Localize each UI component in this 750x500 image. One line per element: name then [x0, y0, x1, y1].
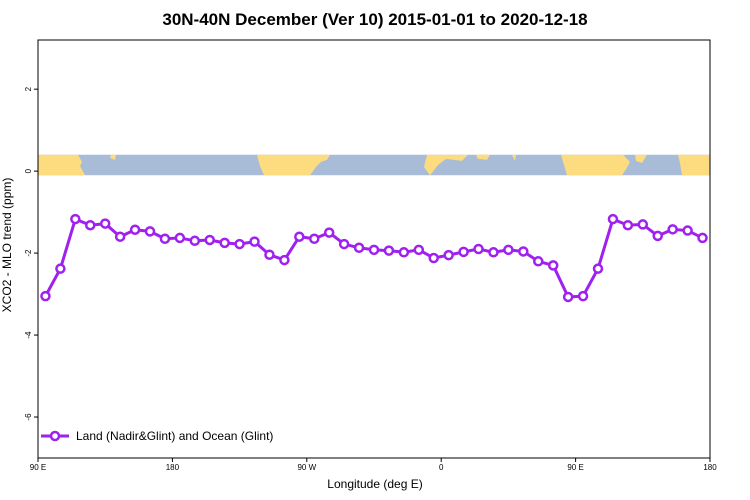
- land-shape: [635, 154, 647, 163]
- data-point: [323, 227, 335, 238]
- data-point: [428, 252, 439, 264]
- data-point: [413, 244, 425, 256]
- plot-frame: [37, 39, 711, 459]
- data-point: [70, 213, 81, 225]
- data-point: [667, 224, 678, 235]
- data-point: [577, 290, 589, 302]
- x-tick-label: 180: [166, 463, 180, 472]
- x-axis: 90 E 180 90 W 0 90 E 180: [30, 458, 717, 472]
- land-shape: [257, 154, 330, 176]
- data-point: [547, 260, 559, 271]
- series-line: [44, 217, 704, 299]
- data-point: [697, 232, 708, 244]
- y-tick-label: 2: [24, 86, 33, 91]
- land-shape: [561, 154, 630, 176]
- data-point: [55, 263, 66, 274]
- data-point: [533, 256, 544, 267]
- data-point: [398, 247, 410, 258]
- data-point: [338, 238, 350, 250]
- y-axis-label: XCO2 - MLO trend (ppm): [0, 178, 14, 313]
- land-shape: [476, 154, 490, 160]
- chart-title: 30N-40N December (Ver 10) 2015-01-01 to …: [162, 10, 587, 29]
- data-point: [652, 230, 663, 242]
- data-point: [592, 263, 604, 274]
- data-point: [383, 245, 395, 256]
- data-point: [264, 249, 275, 260]
- data-point: [607, 213, 619, 225]
- data-point: [622, 219, 634, 231]
- data-point: [99, 218, 111, 229]
- data-point: [294, 231, 305, 242]
- data-point: [219, 237, 230, 249]
- x-tick-label: 90 E: [567, 463, 583, 472]
- land-shape: [38, 154, 85, 176]
- data-point: [129, 224, 141, 235]
- data-point: [368, 244, 380, 256]
- data-point: [85, 219, 96, 231]
- land-shape: [678, 154, 710, 176]
- land-shape: [424, 154, 468, 176]
- map-land: [38, 154, 710, 176]
- legend-marker: [49, 430, 61, 442]
- map-strip: [38, 154, 710, 176]
- data-point: [458, 246, 469, 258]
- data-point: [144, 226, 156, 237]
- data-point: [637, 219, 649, 230]
- x-tick-label: 180: [703, 463, 717, 472]
- data-point: [443, 249, 454, 261]
- x-tick-label: 0: [439, 463, 444, 472]
- data-point: [40, 290, 51, 302]
- data-point: [562, 291, 574, 303]
- legend-entry-label: Land (Nadir&Glint) and Ocean (Glint): [76, 429, 273, 443]
- data-point: [174, 232, 186, 244]
- x-tick-label: 90 E: [30, 463, 46, 472]
- y-tick-label: 0: [24, 168, 33, 173]
- x-tick-label: 90 W: [297, 463, 316, 472]
- data-point: [488, 247, 499, 258]
- data-point: [204, 234, 215, 246]
- data-point: [114, 231, 126, 242]
- land-shape: [110, 154, 116, 160]
- y-axis: 2 0 -2 -4 -6: [24, 86, 38, 421]
- data-point: [279, 254, 290, 266]
- data-point: [234, 238, 245, 250]
- data-point: [473, 243, 484, 255]
- y-tick-label: -2: [24, 249, 33, 257]
- data-point: [249, 236, 260, 247]
- x-axis-label: Longitude (deg E): [327, 477, 422, 491]
- data-point: [353, 242, 365, 254]
- legend: Land (Nadir&Glint) and Ocean (Glint): [41, 429, 273, 443]
- y-tick-label: -6: [24, 413, 33, 421]
- map-ocean: [38, 154, 710, 176]
- y-tick-label: -4: [24, 331, 33, 339]
- data-point: [682, 225, 693, 236]
- series-layer: [40, 213, 708, 303]
- data-point: [518, 246, 529, 257]
- data-point: [189, 235, 201, 247]
- data-point: [503, 244, 514, 256]
- land-shape: [512, 154, 516, 161]
- data-point: [159, 233, 171, 245]
- data-point: [309, 233, 320, 245]
